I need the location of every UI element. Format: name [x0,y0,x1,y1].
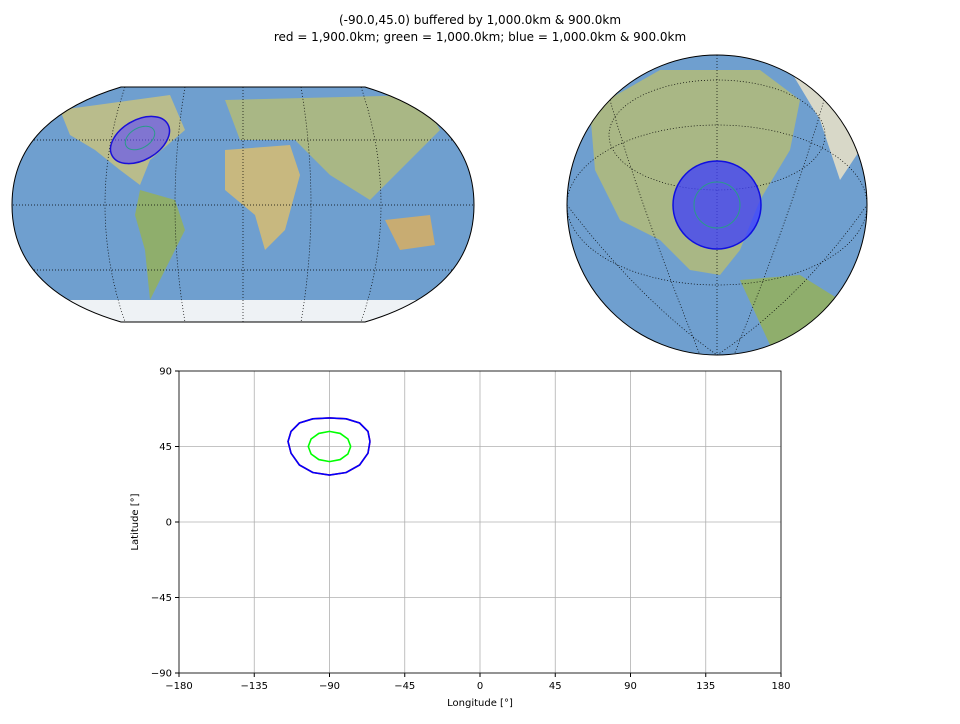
boundary-line [307,430,352,463]
x-tick-label: 0 [477,681,483,692]
plot-frame [178,370,782,674]
x-tick-label: −45 [394,681,415,692]
x-tick-label: −90 [319,681,340,692]
x-tick-label: −180 [165,681,192,692]
x-tick-label: −135 [241,681,268,692]
y-tick-label: 45 [159,442,172,453]
x-tick-label: 45 [549,681,562,692]
y-axis-label: Latitude [°] [130,493,141,550]
world-map [11,86,475,323]
y-tick-label: 90 [159,367,172,378]
x-tick-label: 135 [696,681,715,692]
subtitle: red = 1,900.0km; green = 1,000.0km; blue… [274,30,686,44]
boundary-line [287,417,371,476]
y-tick-label: −90 [151,669,172,680]
x-tick-label: 180 [771,681,790,692]
x-axis-label: Longitude [°] [447,698,513,709]
globe-map [566,54,868,356]
y-tick-label: −45 [151,593,172,604]
title: (-90.0,45.0) buffered by 1,000.0km & 900… [339,13,621,27]
x-tick-label: 90 [624,681,637,692]
y-tick-label: 0 [166,518,172,529]
